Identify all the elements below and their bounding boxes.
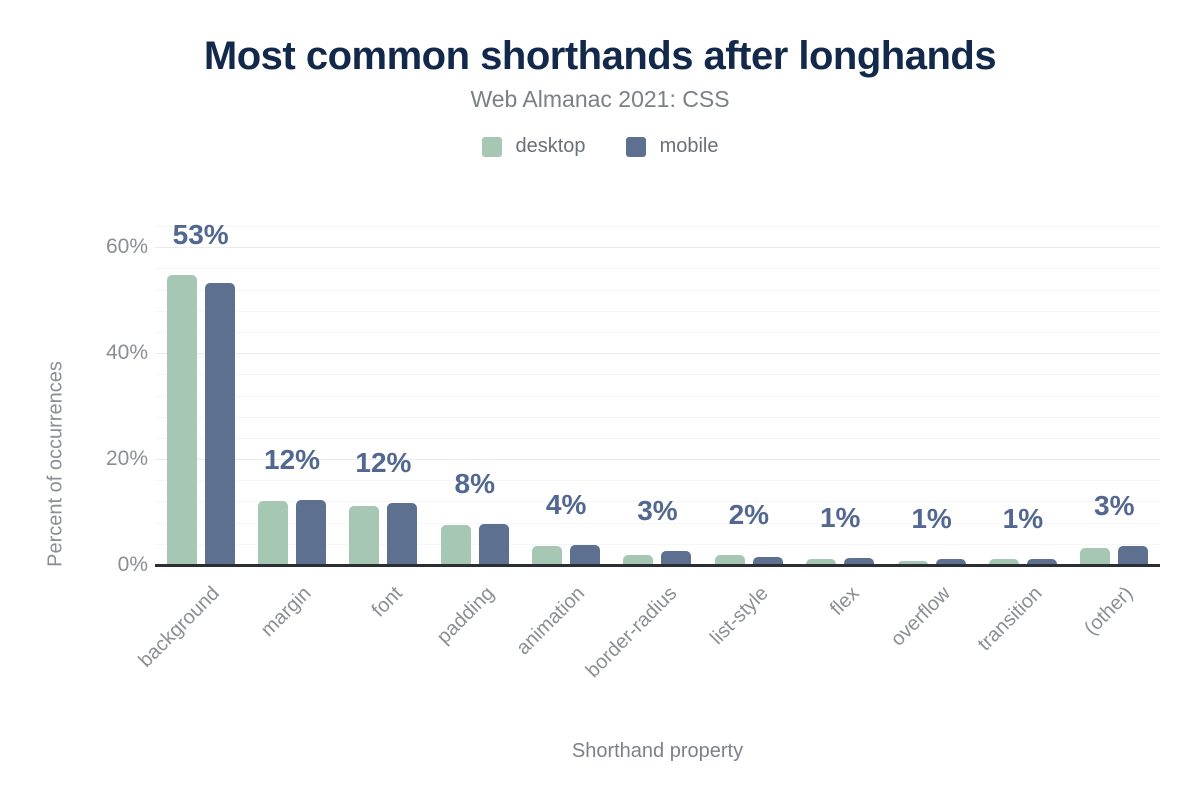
x-tick-label: animation xyxy=(512,582,590,660)
major-gridline xyxy=(155,459,1160,461)
chart-header: Most common shorthands after longhands W… xyxy=(0,34,1200,158)
x-tick-label: margin xyxy=(256,582,316,642)
chart-subtitle: Web Almanac 2021: CSS xyxy=(470,86,730,112)
legend: desktop mobile xyxy=(0,135,1200,158)
minor-gridline xyxy=(155,268,1160,270)
bar-value-label: 3% xyxy=(637,494,678,526)
minor-gridline xyxy=(155,543,1160,545)
bar-mobile xyxy=(752,557,783,565)
bar-group-animation: 4% animation xyxy=(513,226,611,659)
legend-swatch-desktop xyxy=(481,136,502,157)
bar-mobile xyxy=(1118,546,1149,565)
legend-item-desktop: desktop xyxy=(481,135,586,158)
minor-gridline xyxy=(155,416,1160,418)
bar-desktop xyxy=(532,545,563,565)
chart-title: Most common shorthands after longhands xyxy=(203,34,997,78)
bar-value-label: 53% xyxy=(172,218,229,250)
minor-gridline xyxy=(155,289,1160,291)
bar-value-label: 3% xyxy=(1094,490,1135,522)
bar-value-label: 12% xyxy=(264,444,321,476)
x-tick-label: border-radius xyxy=(581,582,681,683)
y-tick-label: 0% xyxy=(117,553,148,576)
bar-group-overflow: 1% overflow xyxy=(886,226,977,651)
bar-mobile xyxy=(478,524,509,565)
minor-gridline xyxy=(155,501,1160,503)
y-tick-label: 60% xyxy=(105,235,148,259)
bar-group-list-style: 2% list-style xyxy=(703,226,794,649)
minor-gridline xyxy=(155,310,1160,312)
legend-swatch-mobile xyxy=(625,136,646,157)
bar-group-font: 12% font xyxy=(338,226,429,622)
bar-group-background: 53% background xyxy=(135,220,246,672)
bar-value-label: 1% xyxy=(1002,503,1044,535)
minor-gridline xyxy=(155,331,1160,333)
bar-desktop xyxy=(623,554,654,565)
x-tick-label: padding xyxy=(432,582,499,649)
bar-group-flex: 1% flex xyxy=(795,226,886,620)
plot-area: 53% background 12% margin 12% font 8% padding 4%… xyxy=(135,220,1160,682)
bar-desktop xyxy=(166,274,197,565)
bar-mobile xyxy=(844,558,875,565)
bar-mobile xyxy=(204,282,235,565)
bar-mobile xyxy=(570,545,601,565)
minor-gridline xyxy=(155,374,1160,376)
bar-group-padding: 8% padding xyxy=(429,226,520,648)
bar-value-label: 8% xyxy=(454,468,495,500)
minor-gridline xyxy=(155,395,1160,397)
x-axis-line xyxy=(155,564,1160,567)
x-tick-label: overflow xyxy=(886,582,955,651)
bar-group-border-radius: 3% border-radius xyxy=(581,226,703,682)
y-tick-label: 20% xyxy=(105,447,148,471)
x-tick-label: font xyxy=(367,582,407,622)
x-tick-label: flex xyxy=(826,582,864,620)
bar-group-other: 3% (other) xyxy=(1069,226,1160,640)
x-tick-label: transition xyxy=(973,582,1047,656)
bar-value-label: 1% xyxy=(911,502,952,534)
bar-value-label: 12% xyxy=(355,446,412,478)
y-axis-ticks: 0% 20% 40% 60% xyxy=(0,226,148,576)
y-tick-label: 40% xyxy=(105,341,148,365)
legend-label: mobile xyxy=(659,135,719,157)
legend-label: desktop xyxy=(515,135,586,157)
legend-item-mobile: mobile xyxy=(625,135,719,158)
bar-desktop xyxy=(714,554,745,565)
bar-desktop xyxy=(349,505,380,565)
bar-mobile xyxy=(296,500,327,565)
minor-gridline xyxy=(155,437,1160,439)
bar-group-margin: 12% margin xyxy=(246,226,337,641)
bar-mobile xyxy=(1026,559,1057,565)
bar-mobile xyxy=(661,550,692,565)
bar-group-transition: 1% transition xyxy=(973,226,1068,655)
minor-gridline xyxy=(155,226,1160,227)
x-tick-label: list-style xyxy=(705,582,773,650)
bar-value-label: 4% xyxy=(545,489,587,521)
bar-groups: 53% background 12% margin 12% font 8% padding 4%… xyxy=(135,220,1160,682)
bar-desktop xyxy=(897,560,928,565)
bar-desktop xyxy=(1080,547,1111,565)
bar-value-label: 2% xyxy=(728,498,770,530)
bar-mobile xyxy=(935,558,966,565)
minor-gridline xyxy=(155,522,1160,524)
x-axis-title: Shorthand property xyxy=(571,740,744,762)
x-tick-label: background xyxy=(134,582,225,672)
bar-desktop xyxy=(258,501,289,565)
major-gridline xyxy=(155,353,1160,355)
bar-desktop xyxy=(806,559,837,565)
bar-value-label: 1% xyxy=(819,502,861,534)
x-tick-label: (other) xyxy=(1080,582,1138,640)
bar-desktop xyxy=(440,525,471,565)
bar-mobile xyxy=(387,502,418,565)
major-gridline xyxy=(155,247,1160,249)
minor-gridline xyxy=(155,480,1160,482)
bar-desktop xyxy=(988,559,1019,565)
